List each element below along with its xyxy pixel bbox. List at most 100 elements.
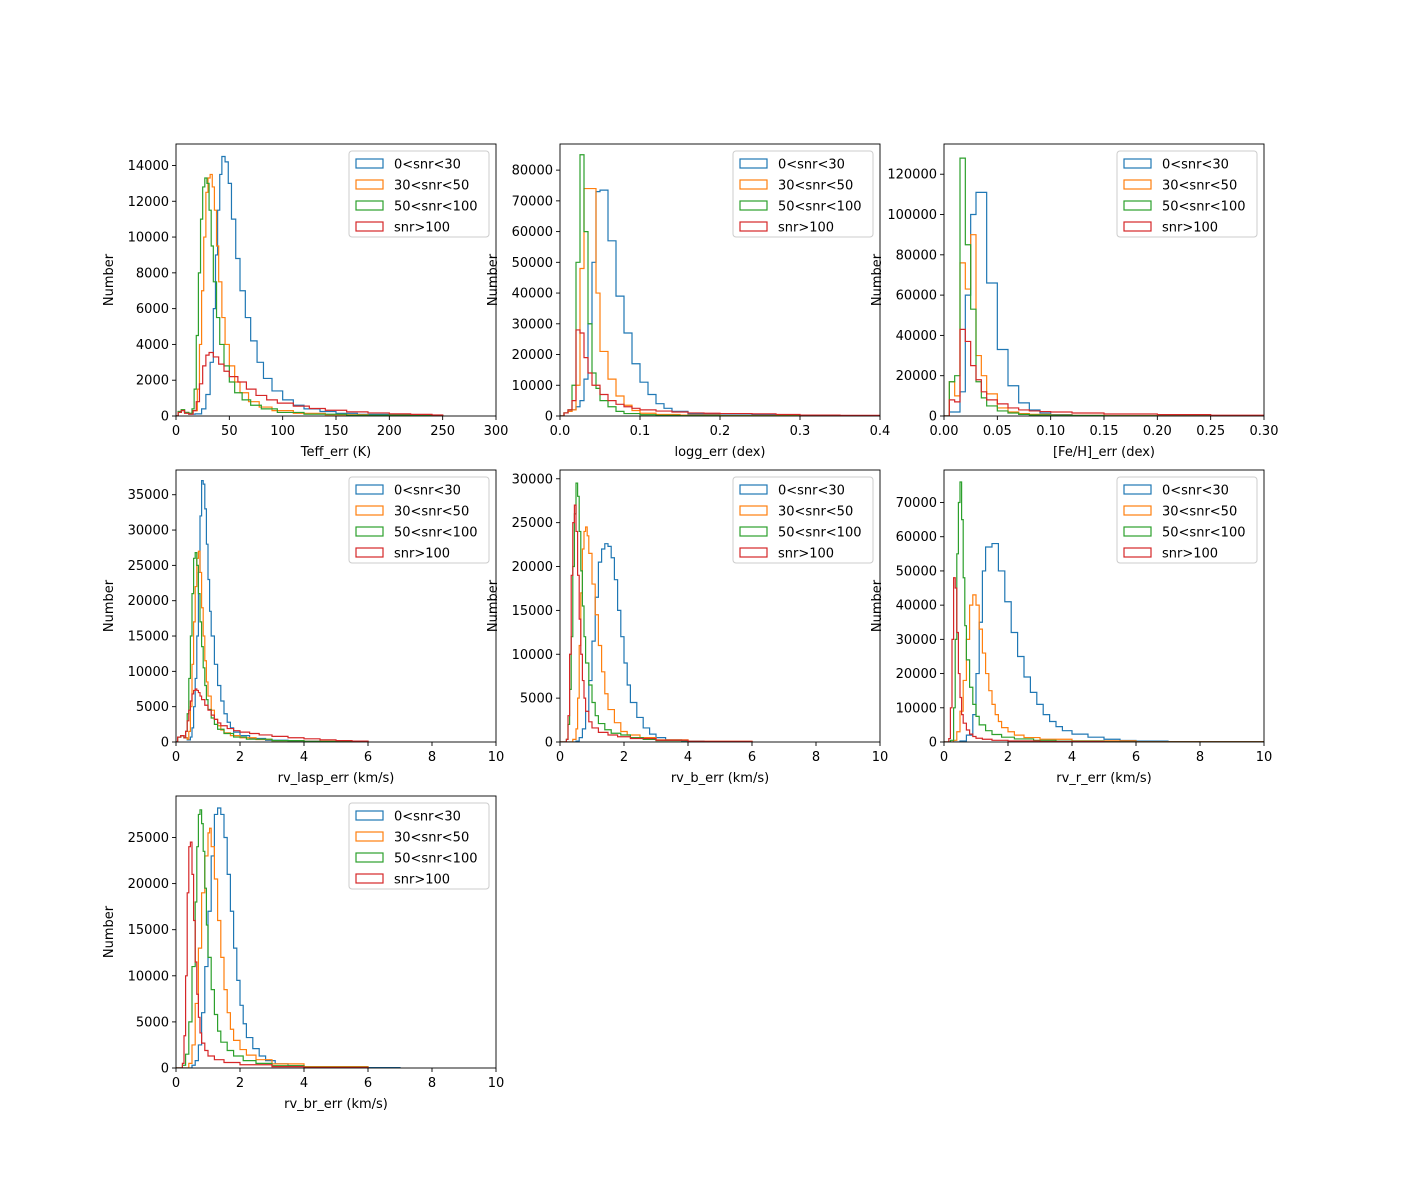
legend-swatch-1 [355,810,384,821]
x-tick-label: 0.00 [930,424,959,439]
legend-label-4: snr>100 [778,547,834,562]
x-tick-label: 300 [484,424,509,439]
legend-label-4: snr>100 [394,547,450,562]
y-tick-label: 20000 [896,369,937,384]
legend-box [1116,150,1258,238]
legend-label-1: 0<snr<30 [1162,158,1229,173]
x-tick-label: 0 [940,750,948,765]
y-tick-label: 80000 [512,164,553,179]
x-tick-label: 4 [300,1076,308,1091]
chart-panel-4: 0 2 4 6 8 10 0 5000 10000 15000 20000 25000 30000 350… [102,469,505,786]
y-tick-label: 20000 [896,667,937,682]
y-tick-label: 60000 [896,530,937,545]
x-tick-label: 0.10 [1036,424,1065,439]
y-tick-label: 60000 [896,289,937,304]
y-tick-label: 10000 [128,969,169,984]
legend-label-1: 0<snr<30 [394,484,461,499]
series-line-1 [176,155,444,416]
y-tick-label: 40000 [896,329,937,344]
y-tick-label: 6000 [136,302,169,317]
legend-swatch-2 [1123,179,1152,190]
y-tick-label: 10000 [128,231,169,246]
legend-label-4: snr>100 [394,221,450,236]
legend: 0<snr<30 30<snr<50 50<snr<100 snr>100 [1116,476,1258,564]
y-tick-label: 25000 [512,516,553,531]
x-tick-label: 0.15 [1090,424,1119,439]
series-line-4 [176,841,369,1068]
y-axis-label: Number [870,579,885,632]
y-tick-label: 30000 [512,472,553,487]
y-tick-label: 40000 [896,599,937,614]
x-tick-label: 100 [270,424,295,439]
x-tick-label: 2 [620,750,628,765]
x-tick-label: 0.1 [630,424,651,439]
x-tick-label: 2 [1004,750,1012,765]
legend-swatch-4 [355,873,384,884]
y-tick-label: 0 [545,410,553,425]
x-tick-label: 10 [872,750,889,765]
x-tick-label: 10 [1256,750,1273,765]
x-tick-label: 4 [1068,750,1076,765]
legend-label-2: 30<snr<50 [394,831,469,846]
legend-swatch-4 [739,221,768,232]
legend-swatch-2 [739,505,768,516]
legend-label-3: 50<snr<100 [394,526,478,541]
y-tick-label: 5000 [136,700,169,715]
x-tick-label: 0 [172,1076,180,1091]
x-axis-label: rv_b_err (km/s) [671,771,769,786]
y-tick-label: 2000 [136,374,169,389]
y-tick-label: 15000 [128,923,169,938]
y-tick-label: 20000 [128,877,169,892]
legend-swatch-1 [739,484,768,495]
y-tick-label: 14000 [128,159,169,174]
series-line-2 [560,526,753,742]
y-tick-label: 0 [161,410,169,425]
y-tick-label: 0 [161,1062,169,1077]
y-tick-label: 50000 [512,256,553,271]
legend-label-4: snr>100 [778,221,834,236]
axes-frame [175,795,497,1069]
x-tick-label: 8 [1196,750,1204,765]
x-tick-label: 0 [172,424,180,439]
y-tick-label: 25000 [128,559,169,574]
legend-swatch-4 [1123,221,1152,232]
y-axis-label: Number [102,253,117,306]
x-tick-label: 6 [748,750,756,765]
series-line-2 [944,594,1264,742]
x-tick-label: 10 [488,1076,505,1091]
series-line-4 [944,328,1264,416]
legend-swatch-2 [355,179,384,190]
y-tick-label: 20000 [128,594,169,609]
legend-swatch-4 [739,547,768,558]
y-tick-label: 30000 [128,524,169,539]
x-tick-label: 0.05 [983,424,1012,439]
y-tick-label: 40000 [512,287,553,302]
x-tick-label: 4 [684,750,692,765]
legend: 0<snr<30 30<snr<50 50<snr<100 snr>100 [1116,150,1258,238]
x-axis-label: Teff_err (K) [300,445,371,460]
x-tick-label: 0.25 [1196,424,1225,439]
legend-label-1: 0<snr<30 [778,158,845,173]
y-tick-label: 70000 [512,194,553,209]
x-tick-label: 10 [488,750,505,765]
legend-label-1: 0<snr<30 [394,158,461,173]
series-line-1 [176,480,369,742]
y-tick-label: 10000 [512,379,553,394]
y-axis-label: Number [486,253,501,306]
x-tick-label: 0.4 [870,424,891,439]
chart-panel-3: 0.00 0.05 0.10 0.15 0.20 0.25 0.30 0 20000 40000 6… [870,143,1278,460]
legend: 0<snr<30 30<snr<50 50<snr<100 snr>100 [348,802,490,890]
legend-label-3: 50<snr<100 [394,200,478,215]
x-tick-label: 2 [236,750,244,765]
x-tick-label: 250 [430,424,455,439]
legend-swatch-3 [739,200,768,211]
legend-swatch-2 [355,505,384,516]
x-axis-label: logg_err (dex) [674,445,765,460]
legend-label-3: 50<snr<100 [778,526,862,541]
x-axis-label: [Fe/H]_err (dex) [1053,445,1155,460]
legend-swatch-3 [1123,200,1152,211]
x-tick-label: 6 [1132,750,1140,765]
legend-label-3: 50<snr<100 [1162,200,1246,215]
y-tick-label: 50000 [896,564,937,579]
